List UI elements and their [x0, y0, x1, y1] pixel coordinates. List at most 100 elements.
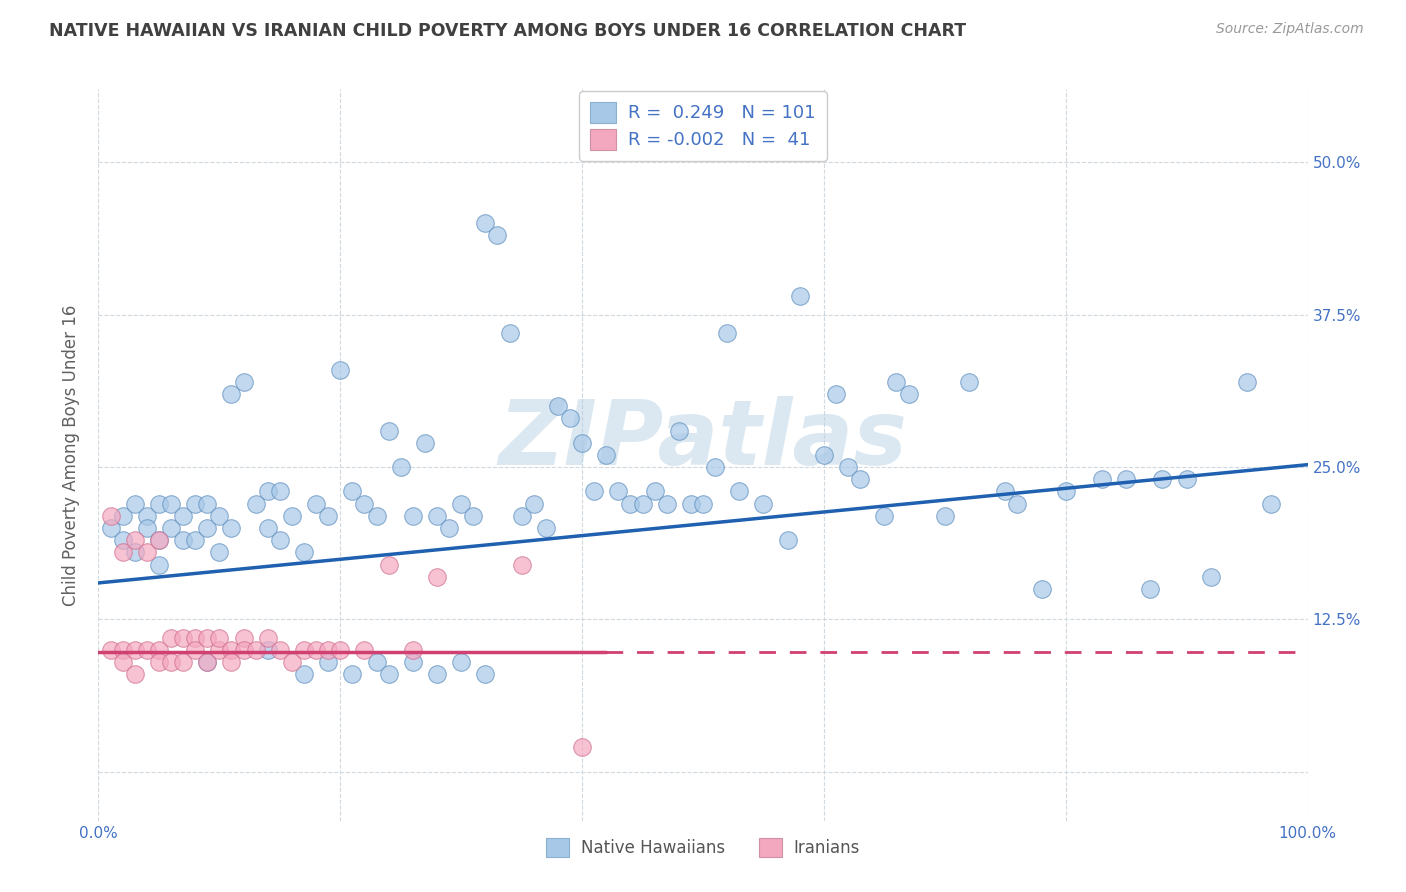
Native Hawaiians [195, 521, 218, 535]
Native Hawaiians [111, 533, 134, 548]
Native Hawaiians [1199, 570, 1222, 584]
Native Hawaiians [245, 497, 267, 511]
Native Hawaiians [789, 289, 811, 303]
Native Hawaiians [510, 508, 533, 523]
Native Hawaiians [1054, 484, 1077, 499]
Iranians [172, 655, 194, 669]
Native Hawaiians [269, 484, 291, 499]
Native Hawaiians [619, 497, 641, 511]
Native Hawaiians [377, 667, 399, 681]
Native Hawaiians [353, 497, 375, 511]
Iranians [100, 508, 122, 523]
Native Hawaiians [148, 533, 170, 548]
Native Hawaiians [124, 497, 146, 511]
Iranians [221, 643, 243, 657]
Native Hawaiians [571, 435, 593, 450]
Native Hawaiians [1175, 472, 1198, 486]
Native Hawaiians [813, 448, 835, 462]
Native Hawaiians [160, 521, 183, 535]
Native Hawaiians [342, 667, 364, 681]
Native Hawaiians [631, 497, 654, 511]
Native Hawaiians [498, 326, 520, 340]
Native Hawaiians [994, 484, 1017, 499]
Iranians [100, 643, 122, 657]
Iranians [353, 643, 375, 657]
Native Hawaiians [413, 435, 436, 450]
Iranians [256, 631, 278, 645]
Native Hawaiians [305, 497, 328, 511]
Native Hawaiians [221, 387, 243, 401]
Native Hawaiians [558, 411, 581, 425]
Native Hawaiians [655, 497, 678, 511]
Iranians [160, 655, 183, 669]
Iranians [148, 533, 170, 548]
Native Hawaiians [269, 533, 291, 548]
Native Hawaiians [679, 497, 702, 511]
Native Hawaiians [668, 424, 690, 438]
Iranians [221, 655, 243, 669]
Iranians [232, 631, 254, 645]
Text: ZIPatlas: ZIPatlas [499, 396, 907, 484]
Native Hawaiians [100, 521, 122, 535]
Native Hawaiians [195, 497, 218, 511]
Iranians [135, 643, 157, 657]
Y-axis label: Child Poverty Among Boys Under 16: Child Poverty Among Boys Under 16 [62, 304, 80, 606]
Native Hawaiians [523, 497, 546, 511]
Native Hawaiians [366, 655, 388, 669]
Native Hawaiians [450, 655, 472, 669]
Iranians [124, 533, 146, 548]
Native Hawaiians [607, 484, 630, 499]
Native Hawaiians [124, 545, 146, 559]
Native Hawaiians [825, 387, 848, 401]
Native Hawaiians [849, 472, 872, 486]
Iranians [402, 643, 425, 657]
Native Hawaiians [692, 497, 714, 511]
Iranians [111, 545, 134, 559]
Native Hawaiians [184, 497, 207, 511]
Native Hawaiians [366, 508, 388, 523]
Iranians [135, 545, 157, 559]
Native Hawaiians [316, 508, 339, 523]
Native Hawaiians [595, 448, 617, 462]
Native Hawaiians [1236, 375, 1258, 389]
Iranians [281, 655, 304, 669]
Native Hawaiians [256, 484, 278, 499]
Native Hawaiians [292, 667, 315, 681]
Iranians [111, 643, 134, 657]
Iranians [510, 558, 533, 572]
Native Hawaiians [1091, 472, 1114, 486]
Iranians [111, 655, 134, 669]
Text: Source: ZipAtlas.com: Source: ZipAtlas.com [1216, 22, 1364, 37]
Native Hawaiians [172, 533, 194, 548]
Native Hawaiians [426, 667, 449, 681]
Native Hawaiians [583, 484, 606, 499]
Iranians [377, 558, 399, 572]
Iranians [195, 631, 218, 645]
Native Hawaiians [1139, 582, 1161, 596]
Native Hawaiians [148, 558, 170, 572]
Iranians [292, 643, 315, 657]
Iranians [245, 643, 267, 657]
Native Hawaiians [534, 521, 557, 535]
Native Hawaiians [1007, 497, 1029, 511]
Iranians [184, 631, 207, 645]
Legend: Native Hawaiians, Iranians: Native Hawaiians, Iranians [540, 831, 866, 863]
Native Hawaiians [644, 484, 666, 499]
Native Hawaiians [547, 399, 569, 413]
Native Hawaiians [704, 460, 727, 475]
Native Hawaiians [195, 655, 218, 669]
Native Hawaiians [716, 326, 738, 340]
Native Hawaiians [389, 460, 412, 475]
Iranians [232, 643, 254, 657]
Native Hawaiians [342, 484, 364, 499]
Native Hawaiians [450, 497, 472, 511]
Iranians [208, 643, 231, 657]
Native Hawaiians [934, 508, 956, 523]
Native Hawaiians [837, 460, 859, 475]
Native Hawaiians [728, 484, 751, 499]
Native Hawaiians [752, 497, 775, 511]
Iranians [208, 631, 231, 645]
Native Hawaiians [111, 508, 134, 523]
Native Hawaiians [256, 521, 278, 535]
Iranians [329, 643, 352, 657]
